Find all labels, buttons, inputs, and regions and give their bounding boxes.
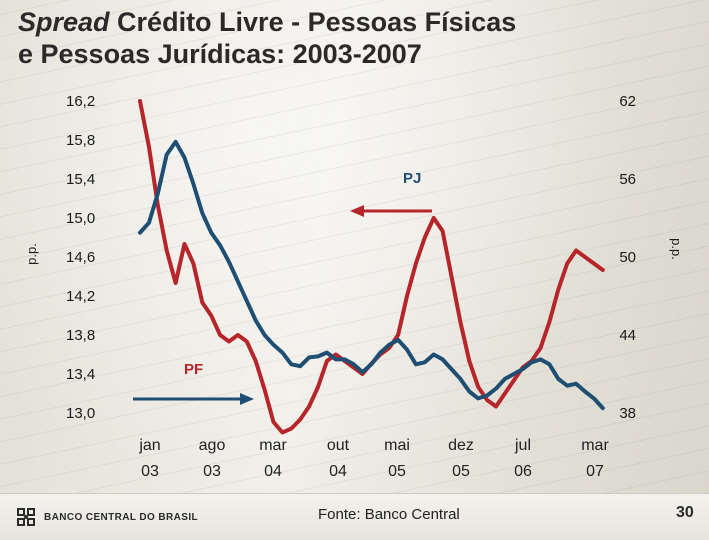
spread-line-chart: 16,2 15,8 15,4 15,0 14,6 14,2 13,8 13,4 13,0 62 5… <box>24 93 684 480</box>
title-line1-rest: Crédito Livre - Pessoas Físicas <box>109 7 517 37</box>
bcb-logo-text: BANCO CENTRAL DO BRASIL <box>44 511 199 523</box>
x-tick-label-month: out <box>327 437 350 454</box>
title-line2: e Pessoas Jurídicas: 2003-2007 <box>18 39 422 69</box>
page-title: Spread Crédito Livre - Pessoas Físicas e… <box>18 6 516 70</box>
left-tick-label: 14,6 <box>66 249 95 266</box>
left-tick-label: 13,0 <box>66 405 95 422</box>
x-tick-label-year: 05 <box>388 463 406 480</box>
x-tick-label-year: 04 <box>264 463 282 480</box>
x-tick-label-year: 04 <box>329 463 347 480</box>
x-tick-label-year: 05 <box>452 463 470 480</box>
x-tick-label-year: 07 <box>586 463 604 480</box>
left-tick-label: 14,2 <box>66 288 95 305</box>
x-tick-label-month: ago <box>199 437 226 454</box>
pf-arrow <box>133 393 254 405</box>
left-tick-label: 15,0 <box>66 210 95 227</box>
right-axis-ticks: 62 56 50 44 38 <box>619 93 636 422</box>
pj-arrow <box>350 205 432 217</box>
series-layer <box>138 99 605 435</box>
x-tick-label-month: jul <box>514 437 531 454</box>
bcb-logo: BANCO CENTRAL DO BRASIL <box>14 505 198 529</box>
left-tick-label: 15,4 <box>66 171 95 188</box>
right-axis-title: p.p. <box>669 238 684 260</box>
right-tick-label: 62 <box>619 93 636 110</box>
series-line-pj <box>138 139 605 411</box>
x-tick-label-year: 03 <box>203 463 221 480</box>
x-tick-label-year: 06 <box>514 463 532 480</box>
pf-label: PF <box>184 361 203 378</box>
series-line-pf <box>138 99 605 435</box>
left-tick-label: 16,2 <box>66 93 95 110</box>
footer-bar <box>0 493 709 540</box>
pj-arrow-head <box>350 205 364 217</box>
source-note: Fonte: Banco Central <box>318 506 460 523</box>
right-tick-label: 50 <box>619 249 636 266</box>
x-tick-label-year: 03 <box>141 463 159 480</box>
x-tick-label-month: mar <box>259 437 287 454</box>
left-tick-label: 13,8 <box>66 327 95 344</box>
left-axis-title: p.p. <box>24 243 39 265</box>
x-tick-label-month: dez <box>448 437 474 454</box>
x-tick-label-month: jan <box>138 437 160 454</box>
x-axis-labels: jan 03 ago 03 mar 04 out 04 mai 05 dez 05 jul 06 mar 07 <box>138 437 609 480</box>
left-tick-label: 15,8 <box>66 132 95 149</box>
pf-arrow-head <box>240 393 254 405</box>
right-tick-label: 38 <box>619 405 636 422</box>
bcb-logo-icon <box>17 508 35 526</box>
right-tick-label: 44 <box>619 327 636 344</box>
page-number: 30 <box>676 504 694 521</box>
left-axis-ticks: 16,2 15,8 15,4 15,0 14,6 14,2 13,8 13,4 13,0 <box>66 93 95 422</box>
x-tick-label-month: mai <box>384 437 410 454</box>
x-tick-label-month: mar <box>581 437 609 454</box>
right-tick-label: 56 <box>619 171 636 188</box>
left-tick-label: 13,4 <box>66 366 95 383</box>
pj-label: PJ <box>403 170 421 187</box>
title-italic-word: Spread <box>18 7 110 37</box>
